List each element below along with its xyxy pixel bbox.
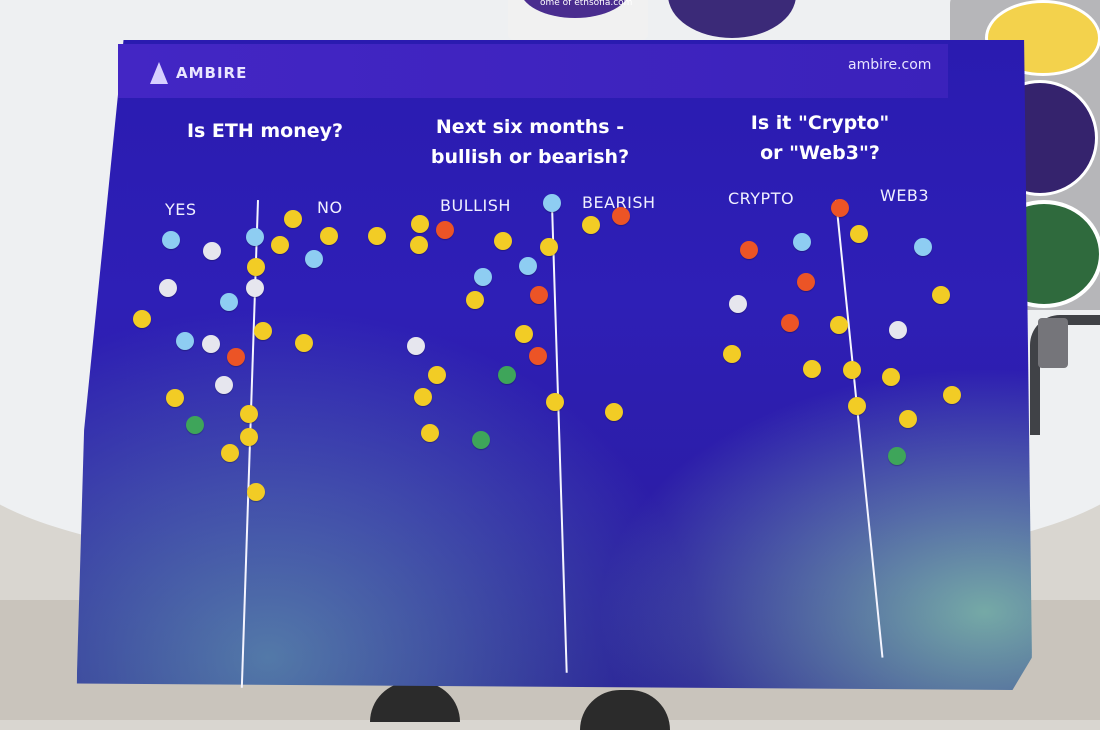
vote-dot-yellow xyxy=(240,428,258,446)
vote-dot-orange xyxy=(529,347,547,365)
vote-dot-white xyxy=(159,279,177,297)
question-1-title-line1: Is ETH money? xyxy=(186,120,344,142)
vote-dot-yellow xyxy=(582,216,600,234)
vote-dot-orange xyxy=(797,273,815,291)
vote-dot-yellow xyxy=(723,345,741,363)
vote-dot-blue xyxy=(793,233,811,251)
label-bullish: BULLISH xyxy=(440,196,511,215)
question-1-title: Is ETH money? xyxy=(165,116,365,146)
vote-dot-orange xyxy=(831,199,849,217)
vote-dot-yellow xyxy=(850,225,868,243)
vote-dot-yellow xyxy=(546,393,564,411)
vote-dot-blue xyxy=(474,268,492,286)
sticker-ethsofia xyxy=(520,0,630,18)
vote-dot-white xyxy=(889,321,907,339)
vote-dot-yellow xyxy=(932,286,950,304)
vote-dot-yellow xyxy=(882,368,900,386)
vote-dot-green xyxy=(888,447,906,465)
usb-plug xyxy=(1038,318,1068,368)
vote-dot-yellow xyxy=(428,366,446,384)
label-web3: WEB3 xyxy=(880,186,930,205)
vote-dot-orange xyxy=(530,286,548,304)
vote-dot-green xyxy=(472,431,490,449)
vote-dot-green xyxy=(186,416,204,434)
vote-dot-yellow xyxy=(320,227,338,245)
question-3-title-line2: or "Web3"? xyxy=(760,142,880,164)
vote-dot-yellow xyxy=(247,483,265,501)
question-3-title: Is it "Crypto" or "Web3"? xyxy=(730,108,910,168)
vote-dot-yellow xyxy=(843,361,861,379)
vote-dot-yellow xyxy=(284,210,302,228)
label-bearish: BEARISH xyxy=(582,193,656,212)
vote-dot-yellow xyxy=(830,316,848,334)
vote-dot-yellow xyxy=(943,386,961,404)
label-yes: YES xyxy=(165,200,197,219)
label-crypto: CRYPTO xyxy=(728,189,795,208)
vote-dot-yellow xyxy=(421,424,439,442)
vote-dot-orange xyxy=(740,241,758,259)
brand-name: AMBIRE xyxy=(176,64,248,82)
website-text: ambire.com xyxy=(848,57,932,73)
vote-dot-yellow xyxy=(254,322,272,340)
sticker-ethsofia-text: ome of ethsofia.com xyxy=(540,0,633,8)
vote-dot-yellow xyxy=(410,236,428,254)
vote-dot-yellow xyxy=(466,291,484,309)
vote-dot-white xyxy=(729,295,747,313)
vote-dot-blue xyxy=(914,238,932,256)
vote-dot-blue xyxy=(305,250,323,268)
vote-dot-orange xyxy=(612,207,630,225)
question-2-title-line2: bullish or bearish? xyxy=(430,146,630,168)
vote-dot-blue xyxy=(220,293,238,311)
vote-dot-blue xyxy=(246,228,264,246)
vote-dot-blue xyxy=(176,332,194,350)
vote-dot-yellow xyxy=(368,227,386,245)
vote-dot-yellow xyxy=(271,236,289,254)
vote-dot-green xyxy=(498,366,516,384)
vote-dot-yellow xyxy=(295,334,313,352)
poster-header-band xyxy=(118,44,948,98)
vote-dot-orange xyxy=(227,348,245,366)
vote-dot-white xyxy=(202,335,220,353)
question-3-title-line1: Is it "Crypto" xyxy=(750,112,890,134)
vote-dot-yellow xyxy=(133,310,151,328)
vote-dot-yellow xyxy=(221,444,239,462)
vote-dot-yellow xyxy=(414,388,432,406)
vote-dot-yellow xyxy=(540,238,558,256)
question-2-title: Next six months - bullish or bearish? xyxy=(420,112,640,172)
vote-dot-yellow xyxy=(411,215,429,233)
vote-dot-blue xyxy=(543,194,561,212)
label-no: NO xyxy=(317,198,343,217)
vote-dot-yellow xyxy=(605,403,623,421)
vote-dot-yellow xyxy=(515,325,533,343)
vote-dot-yellow xyxy=(803,360,821,378)
vote-dot-yellow xyxy=(247,258,265,276)
vote-dot-white xyxy=(407,337,425,355)
vote-dot-white xyxy=(203,242,221,260)
vote-dot-blue xyxy=(162,231,180,249)
vote-dot-white xyxy=(246,279,264,297)
vote-dot-yellow xyxy=(899,410,917,428)
ambire-logo-icon xyxy=(150,62,168,84)
vote-dot-orange xyxy=(781,314,799,332)
vote-dot-yellow xyxy=(494,232,512,250)
vote-dot-yellow xyxy=(166,389,184,407)
vote-dot-yellow xyxy=(240,405,258,423)
vote-dot-blue xyxy=(519,257,537,275)
question-2-title-line1: Next six months - xyxy=(435,116,625,138)
vote-dot-yellow xyxy=(848,397,866,415)
vote-dot-orange xyxy=(436,221,454,239)
vote-dot-white xyxy=(215,376,233,394)
